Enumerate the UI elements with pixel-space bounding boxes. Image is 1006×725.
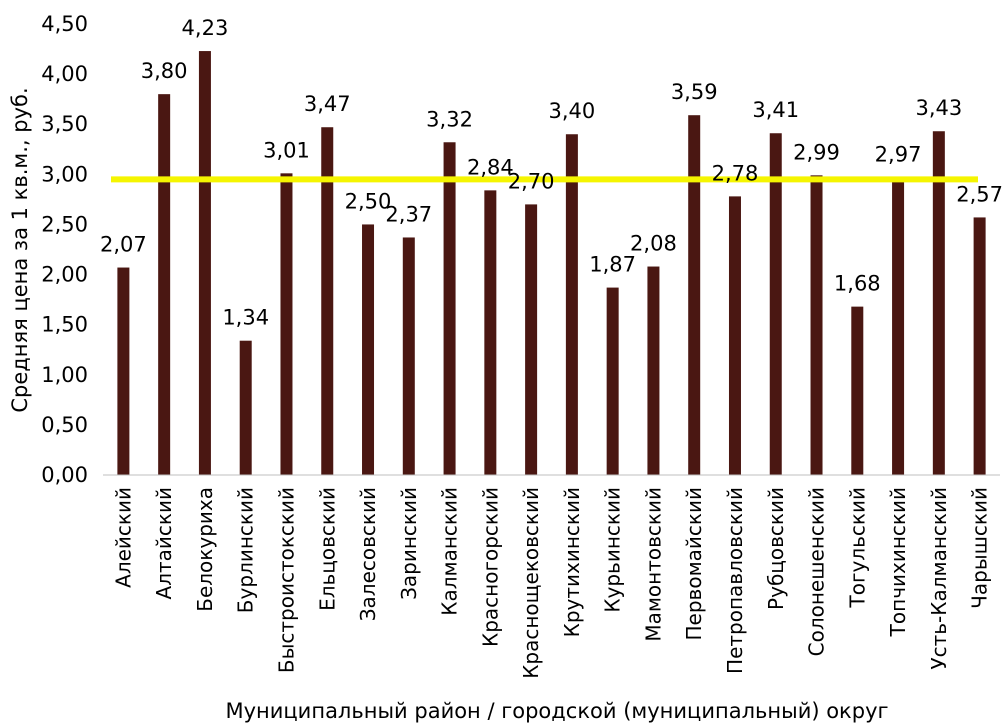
bar — [443, 142, 456, 476]
data-label: 2,84 — [467, 155, 514, 179]
bar — [810, 175, 823, 475]
bar — [932, 131, 945, 475]
data-label: 3,47 — [304, 92, 351, 116]
bar — [198, 51, 211, 476]
category-label: Залесовский — [356, 487, 380, 621]
data-label: 2,07 — [100, 233, 147, 257]
y-tick-label: 3,00 — [41, 162, 88, 186]
bar — [239, 340, 252, 475]
bar — [688, 115, 701, 476]
data-label: 4,23 — [182, 16, 229, 40]
bar — [362, 224, 375, 475]
x-axis-title: Муниципальный район / городской (муницип… — [225, 699, 888, 723]
data-label: 2,08 — [630, 232, 677, 256]
category-label: Белокуриха — [193, 487, 217, 612]
bar — [606, 287, 619, 475]
data-label: 2,50 — [345, 189, 392, 213]
data-label: 1,34 — [222, 306, 269, 330]
y-tick-label: 0,50 — [41, 413, 88, 437]
data-label: 2,70 — [508, 169, 555, 193]
data-label: 1,87 — [589, 253, 636, 277]
bar — [117, 267, 130, 475]
bar — [728, 196, 741, 476]
category-label: Мамонтовский — [641, 487, 665, 642]
y-tick-label: 0,00 — [41, 463, 88, 487]
bar — [280, 173, 293, 475]
category-label: Рубцовский — [764, 487, 788, 610]
category-label: Алтайский — [152, 487, 176, 599]
category-label: Первомайский — [682, 487, 706, 640]
category-label: Бурлинский — [234, 487, 258, 613]
category-label: Тогульский — [845, 487, 869, 608]
bar — [769, 133, 782, 475]
bar — [973, 217, 986, 475]
bar — [892, 177, 905, 475]
data-label: 1,68 — [834, 272, 881, 296]
data-label: 2,78 — [712, 161, 759, 185]
category-label: Калманский — [438, 487, 462, 616]
data-label: 3,32 — [426, 107, 473, 131]
data-label: 3,40 — [549, 99, 596, 123]
bar — [484, 190, 497, 475]
y-tick-label: 3,50 — [41, 112, 88, 136]
category-label: Крутихинский — [560, 487, 584, 637]
y-tick-label: 1,50 — [41, 313, 88, 337]
category-labels: Алейский Алтайский Белокуриха Бурлинский Быс… — [111, 487, 991, 679]
y-axis-ticks: 0,00 0,50 1,00 1,50 2,00 2,50 3,00 3,50 4,00 4,50 — [41, 12, 88, 487]
category-label: Алейский — [111, 487, 135, 588]
data-label: 2,57 — [956, 182, 1003, 206]
category-label: Быстроистокский — [274, 487, 298, 673]
category-label: Топчихинский — [886, 487, 910, 637]
bar — [565, 134, 578, 475]
category-label: Петропавловский — [723, 487, 747, 674]
data-label: 3,43 — [915, 96, 962, 120]
y-tick-label: 4,00 — [41, 62, 88, 86]
data-label: 2,37 — [385, 202, 432, 226]
data-label: 3,01 — [263, 138, 310, 162]
y-axis-title: Средняя цена за 1 кв.м., руб. — [8, 87, 32, 412]
bar — [525, 204, 538, 475]
bar — [158, 94, 171, 476]
y-tick-label: 4,50 — [41, 12, 88, 36]
category-label: Усть-Калманский — [927, 487, 951, 670]
data-labels: 2,07 3,80 4,23 1,34 3,01 3,47 2,502,37 3,32 2,84… — [100, 16, 1003, 330]
category-label: Ельцовский — [315, 487, 339, 611]
category-label: Красногорский — [478, 487, 502, 647]
category-label: Заринский — [397, 487, 421, 600]
data-label: 2,99 — [793, 140, 840, 164]
y-tick-label: 1,00 — [41, 363, 88, 387]
bars — [117, 51, 986, 476]
bar — [851, 306, 864, 475]
y-tick-label: 2,00 — [41, 263, 88, 287]
bar — [321, 127, 334, 476]
data-label: 3,80 — [141, 59, 188, 83]
category-label: Солонешенский — [805, 487, 829, 656]
data-label: 3,59 — [671, 80, 718, 104]
bar — [402, 237, 415, 475]
bar — [647, 266, 660, 475]
y-tick-label: 2,50 — [41, 212, 88, 236]
category-label: Краснощековский — [519, 487, 543, 679]
data-label: 2,97 — [875, 142, 922, 166]
category-label: Курьинский — [601, 487, 625, 613]
category-label: Чарышский — [968, 487, 992, 609]
data-label: 3,41 — [752, 98, 799, 122]
